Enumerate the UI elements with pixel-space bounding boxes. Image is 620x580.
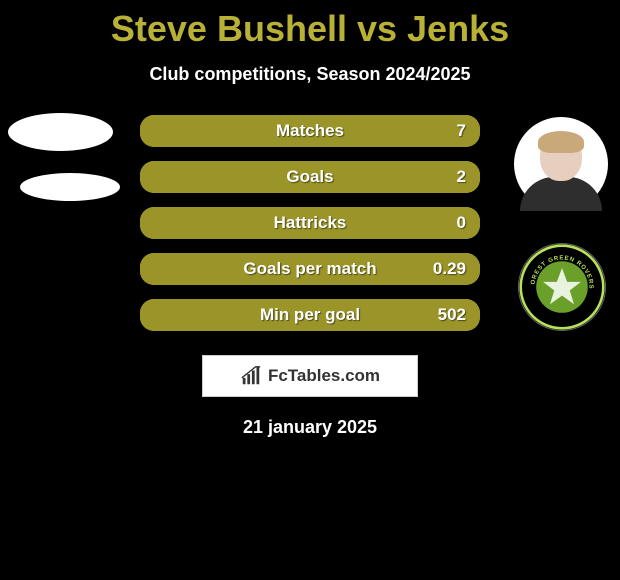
bar-value-right: 0.29 bbox=[433, 259, 466, 279]
subtitle: Club competitions, Season 2024/2025 bbox=[0, 64, 620, 85]
chart-icon bbox=[240, 365, 262, 387]
bar-list: Matches 7 Goals 2 Hattricks 0 Goals per match 0… bbox=[140, 115, 480, 345]
bar-value-right: 2 bbox=[457, 167, 466, 187]
bar-row: Goals 2 bbox=[140, 161, 480, 193]
bar-value-right: 7 bbox=[457, 121, 466, 141]
date-text: 21 january 2025 bbox=[0, 417, 620, 438]
bar-label: Matches bbox=[276, 121, 344, 141]
player-left-avatar bbox=[8, 113, 113, 151]
club-left-badge bbox=[20, 173, 120, 201]
bar-value-right: 502 bbox=[438, 305, 466, 325]
bar-label: Min per goal bbox=[260, 305, 360, 325]
club-right-badge: FOREST GREEN ROVERS bbox=[518, 243, 606, 331]
bar-label: Hattricks bbox=[274, 213, 347, 233]
bar-label: Goals per match bbox=[243, 259, 376, 279]
brand-badge: FcTables.com bbox=[202, 355, 418, 397]
comparison-chart: FOREST GREEN ROVERS Matches 7 Goals 2 Hattri… bbox=[0, 113, 620, 343]
bar-row: Min per goal 502 bbox=[140, 299, 480, 331]
brand-text: FcTables.com bbox=[268, 366, 380, 386]
bar-row: Goals per match 0.29 bbox=[140, 253, 480, 285]
bar-row: Hattricks 0 bbox=[140, 207, 480, 239]
bar-value-right: 0 bbox=[457, 213, 466, 233]
bar-label: Goals bbox=[286, 167, 333, 187]
bar-row: Matches 7 bbox=[140, 115, 480, 147]
player-right-avatar bbox=[514, 117, 608, 211]
page-title: Steve Bushell vs Jenks bbox=[0, 0, 620, 50]
